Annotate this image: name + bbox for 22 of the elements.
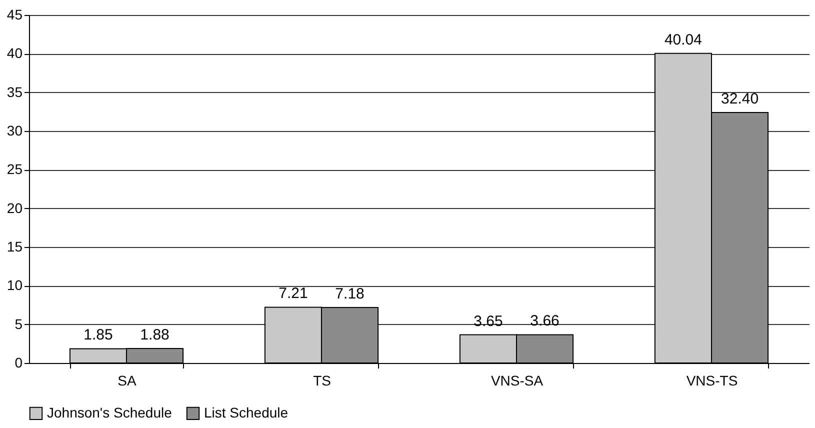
data-label: 7.18 <box>335 285 364 302</box>
data-label: 1.85 <box>84 326 113 344</box>
y-tick-label: 40 <box>6 45 23 62</box>
data-label: 32.40 <box>721 90 759 108</box>
y-tick-label: 35 <box>6 84 23 100</box>
y-tick-label: 15 <box>6 238 23 254</box>
legend-label: Johnson's Schedule <box>47 404 172 420</box>
y-tick-label: 25 <box>6 161 23 178</box>
data-label: 40.04 <box>664 31 702 48</box>
data-label: 7.21 <box>278 285 308 302</box>
x-tick-label: VNS-SA <box>490 372 544 388</box>
y-tick-label: 5 <box>14 316 23 332</box>
legend-label: List Schedule <box>204 404 288 420</box>
y-tick-label: 45 <box>6 6 23 22</box>
x-tick-label: VNS-TS <box>686 372 738 388</box>
x-tick-label: TS <box>313 372 331 388</box>
y-tick-label: 0 <box>14 354 23 370</box>
data-label: 1.88 <box>140 326 170 344</box>
y-tick-label: 10 <box>6 277 23 294</box>
x-tick-label: SA <box>118 372 137 388</box>
y-tick-label: 30 <box>6 122 23 138</box>
y-tick-label: 20 <box>6 200 23 216</box>
